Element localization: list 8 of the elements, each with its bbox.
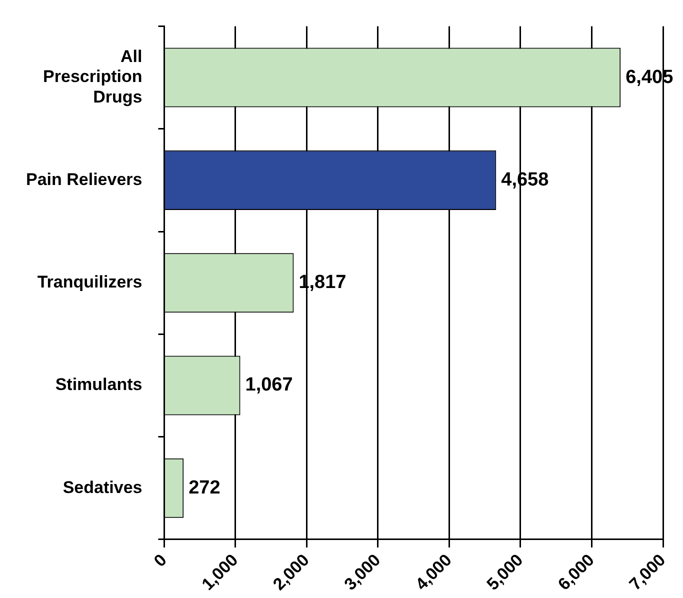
y-tick-label: All Prescription Drugs [43, 46, 142, 107]
y-tick-label: Stimulants [55, 375, 142, 394]
y-tick-label: Tranquilizers [37, 272, 142, 292]
data-label: 1,067 [245, 374, 293, 396]
x-tick-label: 0 [150, 550, 170, 571]
data-label: 272 [188, 477, 220, 498]
y-tick-label: Sedatives [62, 478, 142, 497]
y-tick-label: Pain Relievers [26, 170, 142, 189]
